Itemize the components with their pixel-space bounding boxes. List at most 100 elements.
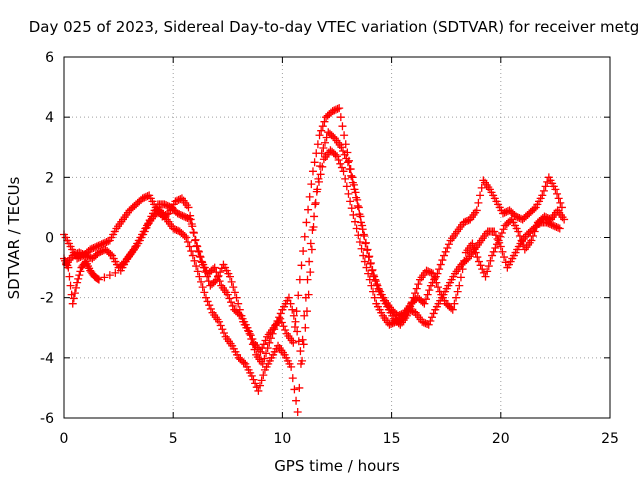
data-point [227, 277, 236, 286]
data-point [317, 149, 326, 158]
data-point [251, 379, 260, 388]
data-point [260, 354, 269, 363]
data-point [336, 113, 345, 122]
data-point [316, 162, 325, 171]
data-point [312, 187, 321, 196]
data-point [295, 275, 304, 284]
data-point [440, 251, 449, 260]
data-point [268, 329, 277, 338]
data-point [458, 265, 467, 274]
data-point [265, 338, 274, 347]
data-point [438, 256, 447, 265]
data-point [366, 259, 375, 268]
data-point [276, 309, 285, 318]
data-point [197, 277, 206, 286]
data-point [481, 272, 490, 281]
data-point [557, 203, 566, 212]
data-point [455, 281, 464, 290]
data-point [342, 154, 351, 163]
data-point [344, 189, 353, 198]
data-point [555, 224, 564, 233]
data-point [182, 233, 191, 242]
data-point [188, 251, 197, 260]
plot-frame [63, 56, 611, 419]
data-point [257, 376, 266, 385]
data-point [360, 231, 369, 240]
data-point [227, 298, 236, 307]
data-point [331, 150, 340, 159]
data-point [432, 278, 441, 287]
data-point [216, 268, 225, 277]
y-tick-label: -2 [40, 291, 54, 307]
data-point [203, 272, 212, 281]
data-point [259, 371, 268, 380]
data-point [187, 247, 196, 256]
data-point [307, 245, 316, 254]
data-point [375, 286, 384, 295]
data-point [498, 247, 507, 256]
data-point [74, 274, 83, 283]
y-tick-label: -6 [40, 411, 54, 427]
data-point [491, 244, 500, 253]
data-point [249, 375, 258, 384]
data-point [364, 269, 373, 278]
data-point [75, 271, 84, 280]
data-point [72, 283, 81, 292]
data-point [474, 198, 483, 207]
data-point [193, 267, 202, 276]
data-point [190, 256, 199, 265]
data-point [281, 326, 290, 335]
data-point [73, 278, 82, 287]
data-point [371, 277, 380, 286]
data-point [94, 275, 103, 284]
data-point [291, 317, 300, 326]
data-point [189, 228, 198, 237]
data-point [235, 305, 244, 314]
data-point [309, 222, 318, 231]
data-point [421, 295, 430, 304]
data-point [320, 117, 329, 126]
data-point [319, 144, 328, 153]
data-point [434, 283, 443, 292]
data-point [340, 131, 349, 140]
data-point [556, 198, 565, 207]
data-point [336, 159, 345, 168]
data-point [424, 320, 433, 329]
data-point [316, 170, 325, 179]
data-point [205, 301, 214, 310]
data-point [93, 274, 102, 283]
data-point [360, 257, 369, 266]
data-point [210, 263, 219, 272]
data-point [200, 288, 209, 297]
data-point [402, 311, 411, 320]
data-point [219, 329, 228, 338]
data-point [140, 227, 149, 236]
data-point [314, 174, 323, 183]
data-point [368, 265, 377, 274]
data-point [100, 273, 109, 282]
data-point [340, 150, 349, 159]
y-tick-label: 2 [45, 170, 54, 186]
data-point [273, 316, 282, 325]
data-point [346, 197, 355, 206]
data-point [145, 216, 154, 225]
data-point [259, 340, 268, 349]
data-point [554, 194, 563, 203]
data-point [362, 263, 371, 272]
data-point [411, 289, 420, 298]
data-point [361, 238, 370, 247]
data-point [288, 374, 297, 383]
data-point [250, 345, 259, 354]
data-point [476, 261, 485, 270]
data-point [65, 272, 74, 281]
data-point [423, 290, 432, 299]
data-point [483, 267, 492, 276]
data-point [271, 320, 280, 329]
data-point [313, 140, 322, 149]
data-point [500, 253, 509, 262]
data-point [201, 268, 210, 277]
data-point [287, 362, 296, 371]
data-point [406, 302, 415, 311]
data-point [302, 307, 311, 316]
data-point [355, 210, 364, 219]
